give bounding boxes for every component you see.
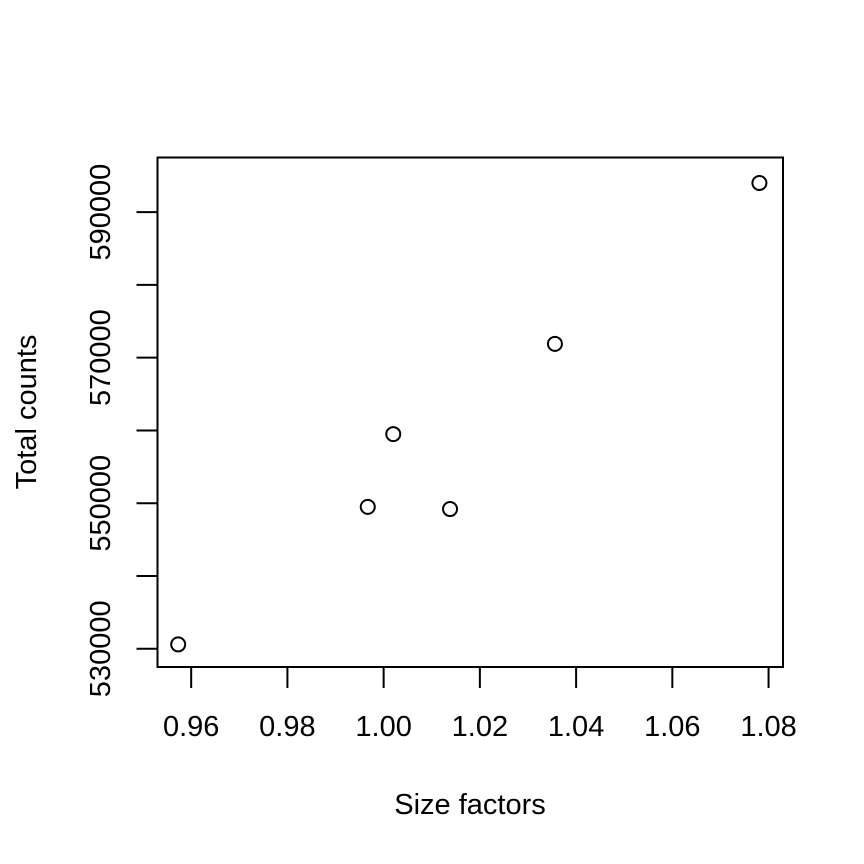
data-point [442, 501, 459, 518]
y-tick-label: 550000 [85, 455, 117, 552]
x-axis-title: Size factors [394, 789, 546, 821]
x-tick-label: 1.00 [355, 711, 411, 743]
x-tick-label: 0.98 [259, 711, 315, 743]
y-axis-title: Total counts [11, 335, 43, 490]
y-tick-label: 530000 [85, 600, 117, 697]
y-tick-label: 570000 [85, 309, 117, 406]
x-tick-label: 1.02 [452, 711, 508, 743]
plot-frame [156, 156, 784, 668]
x-tick-label: 1.06 [644, 711, 700, 743]
data-point [546, 335, 563, 352]
x-tick-label: 1.08 [740, 711, 796, 743]
x-axis: 0.96 0.98 1.00 1.02 1.04 1.06 1.08 [163, 666, 797, 743]
data-point [385, 426, 402, 443]
y-tick-label: 590000 [85, 164, 117, 261]
x-tick-label: 1.04 [548, 711, 604, 743]
data-point [170, 636, 187, 653]
data-points [170, 174, 768, 653]
data-point [359, 498, 376, 515]
y-axis: 530000 550000 570000 590000 [85, 164, 159, 697]
x-tick-label: 0.96 [163, 711, 219, 743]
data-point [751, 174, 768, 191]
